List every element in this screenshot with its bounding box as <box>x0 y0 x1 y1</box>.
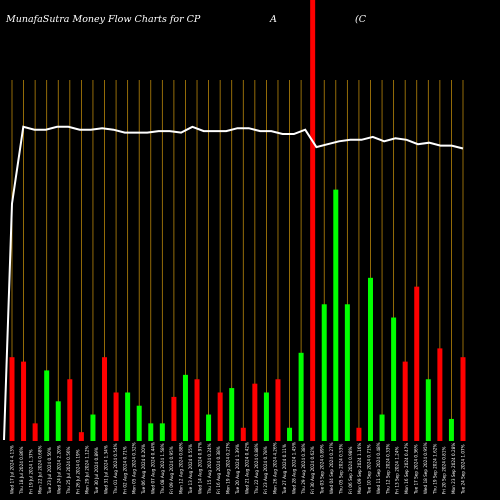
volume-bar <box>67 379 73 441</box>
x-tick-label: Thu 29 Aug 2024 0.38% <box>301 443 306 495</box>
volume-bar <box>402 361 408 441</box>
volume-bar <box>9 357 15 441</box>
x-tick-label: Fri 23 Aug 2024 0.78% <box>263 446 268 494</box>
x-tick-label: Wed 31 Jul 2024 1.34% <box>103 445 108 494</box>
x-tick-label: Mon 23 Sep 2024 0.28% <box>451 443 456 494</box>
x-tick-label: Thu 18 Jul 2024 0.86% <box>19 446 24 495</box>
volume-bar <box>113 392 119 441</box>
x-tick-label: Wed 21 Aug 2024 0.42% <box>244 442 249 494</box>
volume-bar <box>263 392 269 441</box>
x-tick-label: Fri 13 Sep 2024 1.24% <box>395 446 400 494</box>
volume-bar <box>333 189 339 441</box>
x-tick-label: Fri 06 Sep 2024 0.98% <box>348 446 353 494</box>
volume-bar <box>414 286 420 441</box>
x-tick-label: Tue 10 Sep 2024 0.71% <box>367 444 372 495</box>
volume-bar <box>437 348 443 441</box>
volume-bar <box>90 414 96 441</box>
volume-bar <box>275 379 281 441</box>
volume-bar <box>102 357 108 441</box>
x-tick-label: Wed 07 Aug 2024 0.44% <box>150 442 155 494</box>
volume-bar <box>206 414 212 441</box>
x-tick-label: Thu 15 Aug 2024 0.24% <box>207 443 212 495</box>
x-tick-label: Wed 28 Aug 2024 1.45% <box>291 442 296 494</box>
volume-bar <box>194 379 200 441</box>
x-tick-label: Thu 25 Jul 2024 0.56% <box>66 446 71 495</box>
volume-bar <box>367 277 373 441</box>
x-tick-label: Mon 09 Sep 2024 1.16% <box>357 443 362 494</box>
volume-bar <box>159 423 165 441</box>
x-tick-label: Mon 19 Aug 2024 0.27% <box>226 442 231 494</box>
x-tick-label: Tue 13 Aug 2024 0.55% <box>188 444 193 495</box>
x-tick-label: Fri 20 Sep 2024 0.81% <box>442 446 447 494</box>
x-tick-label: Fri 26 Jul 2024 0.19% <box>75 449 80 494</box>
x-tick-label: Thu 19 Sep 2024 1.62% <box>432 444 437 495</box>
price-line <box>3 125 464 441</box>
volume-bars <box>9 0 466 441</box>
x-tick-label: Thu 22 Aug 2024 0.88% <box>254 443 259 495</box>
x-tick-label: Wed 14 Aug 2024 0.97% <box>197 442 202 494</box>
volume-bar <box>356 427 362 441</box>
x-tick-label: Wed 04 Sep 2024 0.27% <box>329 442 334 494</box>
x-tick-label: Fri 30 Aug 2024 0.62% <box>310 446 315 494</box>
volume-bar <box>298 352 304 441</box>
x-tick-label: Thu 12 Sep 2024 0.33% <box>385 444 390 495</box>
x-tick-label: Tue 03 Sep 2024 0.89% <box>320 444 325 495</box>
volume-bar <box>425 379 431 441</box>
volume-bar <box>55 401 61 441</box>
volume-bar <box>32 423 38 441</box>
x-tick-label: Wed 17 Jul 2024 4.13% <box>10 445 15 494</box>
volume-bar <box>136 405 142 441</box>
x-tick-label: Thu 05 Sep 2024 0.53% <box>338 444 343 495</box>
x-tick-label: Mon 29 Jul 2024 1.12% <box>85 445 90 494</box>
x-tick-label: Tue 20 Aug 2024 1.39% <box>235 444 240 495</box>
volume-bar <box>78 432 84 441</box>
volume-bar <box>148 423 154 441</box>
x-tick-label: Wed 24 Jul 2024 2.20% <box>56 445 61 494</box>
x-tick-label: Mon 22 Jul 2024 0.68% <box>38 445 43 494</box>
volume-bar <box>229 388 235 441</box>
x-tick-label: Thu 08 Aug 2024 1.58% <box>160 443 165 495</box>
x-tick-label: Tue 06 Aug 2024 0.20% <box>141 444 146 495</box>
volume-bar <box>287 427 293 441</box>
volume-bar <box>21 361 27 441</box>
volume-bar <box>182 374 188 441</box>
volume-bar <box>448 418 454 441</box>
x-tick-label: Fri 02 Aug 2024 0.71% <box>122 446 127 494</box>
volume-bar <box>217 392 223 441</box>
volume-bar <box>460 357 466 441</box>
volume-bar <box>125 392 131 441</box>
chart-title: MunafaSutra Money Flow Charts for CP <box>5 14 201 25</box>
volume-bar <box>240 427 246 441</box>
x-tick-label: Wed 11 Sep 2024 0.48% <box>376 442 381 494</box>
volume-bar <box>344 304 350 441</box>
x-tick-label: Thu 01 Aug 2024 0.54% <box>113 443 118 495</box>
volume-bar <box>379 414 385 441</box>
x-tick-label: Tue 17 Sep 2024 0.36% <box>414 444 419 495</box>
x-tick-label: Fri 16 Aug 2024 0.38% <box>216 446 221 494</box>
volume-bar <box>321 304 327 441</box>
chart-title-mid: A <box>269 14 277 25</box>
x-tick-labels: Wed 17 Jul 2024 4.13% Thu 18 Jul 2024 0.8… <box>10 442 466 495</box>
volume-bar <box>171 396 177 441</box>
x-tick-label: Tue 30 Jul 2024 0.89% <box>94 447 99 495</box>
x-tick-label: Tue 27 Aug 2024 0.11% <box>282 444 287 495</box>
volume-bar <box>310 0 316 441</box>
x-tick-label: Tue 23 Jul 2024 0.50% <box>47 447 52 495</box>
x-tick-label: Mon 05 Aug 2024 0.32% <box>132 442 137 494</box>
x-tick-label: Mon 12 Aug 2024 0.88% <box>179 442 184 494</box>
x-tick-label: Mon 26 Aug 2024 4.26% <box>273 442 278 494</box>
x-tick-label: Fri 19 Jul 2024 1.37% <box>28 449 33 494</box>
volume-bar <box>44 370 50 441</box>
price-line-path <box>3 125 464 441</box>
x-tick-label: Wed 18 Sep 2024 0.95% <box>423 442 428 494</box>
x-tick-label: Fri 09 Aug 2024 0.95% <box>169 446 174 494</box>
x-tick-label: Tue 24 Sep 2024 1.07% <box>461 444 466 495</box>
volume-bar <box>252 383 258 441</box>
volume-bar <box>391 317 397 441</box>
x-tick-label: Mon 16 Sep 2024 0.47% <box>404 443 409 494</box>
chart-title-right: (C <box>355 14 367 25</box>
